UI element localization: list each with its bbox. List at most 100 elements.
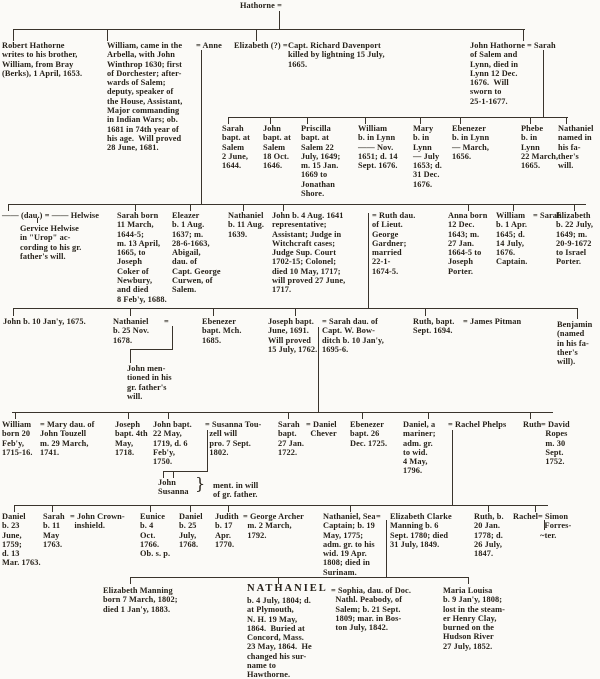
sibling-connector-line xyxy=(228,117,568,118)
sibling-connector-line xyxy=(8,204,586,205)
descent-connector-line xyxy=(213,308,214,316)
daniel-mariner: Daniel, a mariner; adm. gr. to wid. 4 Ma… xyxy=(403,420,436,476)
nathaniel-sea-captain-equals: = xyxy=(376,512,381,521)
sarah-coker: Sarah born 11 March, 1644-5; m. 13 April… xyxy=(117,211,167,304)
descent-connector-line xyxy=(425,308,426,316)
sibling-connector-line xyxy=(130,349,173,350)
john-gr-father-note: John men- tioned in his gr. father's wil… xyxy=(127,364,172,401)
ebenezer-bapt-1685: Ebenezer bapt. Mch. 1685. xyxy=(202,317,242,345)
descent-connector-line xyxy=(256,29,257,41)
elizabeth-porter: Elizabeth b. 22 July, 1649; m. 20-9-1672… xyxy=(556,211,594,267)
robert-hathorne: Robert Hathorne writes to his brother, W… xyxy=(2,41,83,78)
descent-connector-line xyxy=(428,412,429,419)
descent-connector-line xyxy=(468,204,469,211)
john-judge: John b. 4 Aug. 1641 representative; Assi… xyxy=(272,211,346,295)
ruth-gardner: = Ruth dau. of Lieut. George Gardner; ma… xyxy=(372,211,416,276)
capt-richard-davenport: Capt. Richard Davenport killed by lightn… xyxy=(288,41,385,69)
anne: = Anne xyxy=(196,41,222,50)
joseph-bapt-1691: Joseph bapt. June, 1691. Will proved 15 … xyxy=(268,317,318,354)
nathaniel-b-1678: Nathaniel b. 25 Nov. 1678. xyxy=(113,317,150,345)
nathaniel-in-will: Nathaniel named in his fa- ther's will. xyxy=(558,124,594,171)
daniel-b-1768: Daniel b. 25 July, 1768. xyxy=(179,512,203,549)
james-pitman: = James Pitman xyxy=(463,317,522,326)
descent-connector-line xyxy=(172,326,173,350)
descent-connector-line xyxy=(207,430,208,472)
descent-connector-line xyxy=(8,204,9,211)
ebenezer-b-1656: Ebenezer b. in Lynn — March, 1656. xyxy=(452,124,490,161)
john-crowninshield: = John Crown- inshield. xyxy=(70,512,125,531)
sarah-bapt-1644: Sarah bapt. at Salem 2 June, 1644. xyxy=(222,124,250,171)
sarah-wife-of-john: = Sarah xyxy=(527,41,556,50)
descent-connector-line xyxy=(420,117,421,124)
elizabeth-clarke-manning: Elizabeth Clarke Manning b. 6 Sept. 1780… xyxy=(390,512,452,549)
descent-connector-line xyxy=(452,430,453,506)
descent-connector-line xyxy=(468,577,469,584)
descent-connector-line xyxy=(530,412,531,419)
phebe: Phebe b. in Lynn 22 March, 1665. xyxy=(521,124,559,171)
john-bapt-1719: John bapt. 22 May, 1719, d. 6 Feb'y, 175… xyxy=(153,420,192,467)
benjamin: Benjamin (named in his fa- ther's will). xyxy=(557,320,593,367)
ruth-bapt-1694: Ruth, bapt. Sept. 1694. xyxy=(413,317,455,336)
david-ropes: = David Ropes m. 30 Sept. 1752. xyxy=(541,420,570,467)
descent-connector-line xyxy=(173,471,174,478)
judith: Judith b. 17 Apr. 1770. xyxy=(215,512,239,549)
mentioned-in-will-note: ment. in will of gr. father. xyxy=(213,481,259,500)
william-b-1651: William b. in Lynn —— Nov. 1651; d. 14 S… xyxy=(358,124,398,171)
ruth-b-1778: Ruth, b. 20 Jan. 1778; d. 26 July, 1847. xyxy=(474,512,504,559)
bracket-glyph: } xyxy=(195,474,206,493)
descent-connector-line xyxy=(150,505,151,512)
nathaniel-sea-captain: Nathaniel, Sea Captain; b. 19 May, 1775;… xyxy=(323,512,376,577)
john-and-susanna: John Susanna xyxy=(158,478,189,497)
eleazer: Eleazer b. 1 Aug. 1637; m. 28-6-1663, Ab… xyxy=(172,211,221,295)
mary-b-1653: Mary b. in Lynn — July 1653; d. 31 Dec. … xyxy=(413,124,442,189)
sibling-connector-line xyxy=(130,577,469,578)
descent-connector-line xyxy=(530,117,531,124)
descent-connector-line xyxy=(37,218,38,223)
rachel: Rachel xyxy=(513,512,539,521)
william-b-1715: William born 20 Feb'y, 1715-16. xyxy=(2,420,33,457)
descent-connector-line xyxy=(201,50,202,205)
nathaniel-hawthorne-detail: b. 4 July, 1804; d. at Plymouth, N. H. 1… xyxy=(247,596,312,679)
sarah-bowditch: = Sarah dau. of Capt. W. Bow- ditch b. 1… xyxy=(322,317,384,354)
nathaniel-b-1678-spouse-equals: = xyxy=(164,317,169,326)
descent-connector-line xyxy=(365,117,366,124)
descent-connector-line xyxy=(107,29,108,41)
gervice-helwise-note: Gervice Helwise in "Urop" ac- cording to… xyxy=(20,224,82,261)
descent-connector-line xyxy=(13,308,14,316)
priscilla: Priscilla bapt. at Salem 22 July, 1649; … xyxy=(301,124,341,199)
descent-connector-line xyxy=(288,412,289,419)
descent-connector-line xyxy=(228,505,229,512)
sarah-wife-of-william: = Sarah xyxy=(533,211,562,220)
descent-connector-line xyxy=(168,412,169,419)
rachel-phelps: = Rachel Phelps xyxy=(448,420,507,429)
mary-touzell: = Mary dau. of John Touzell m. 29 March,… xyxy=(40,420,95,457)
descent-connector-line xyxy=(283,204,284,211)
descent-connector-line xyxy=(295,308,296,316)
elizabeth-manning: Elizabeth Manning born 7 March, 1802; di… xyxy=(103,586,178,614)
descent-connector-line xyxy=(15,412,16,419)
ruth: Ruth xyxy=(523,420,542,429)
descent-connector-line xyxy=(190,505,191,512)
descent-connector-line xyxy=(243,204,244,211)
george-archer: = George Archer m. 2 March, 1792. xyxy=(243,512,304,540)
descent-connector-line xyxy=(577,308,578,319)
sibling-connector-line xyxy=(163,471,208,472)
nathaniel-hawthorne: NATHANIEL xyxy=(247,583,328,594)
descent-connector-line xyxy=(544,520,545,530)
descent-connector-line xyxy=(128,412,129,419)
maria-louisa: Maria Louisa b. 9 Jan'y, 1808; lost in t… xyxy=(443,586,505,651)
descent-connector-line xyxy=(488,505,489,512)
descent-connector-line xyxy=(350,505,351,512)
anna-porter: Anna born 12 Dec. 1643; m. 27 Jan. 1664-… xyxy=(448,211,488,276)
descent-connector-line xyxy=(543,50,544,118)
john-hathorne: John Hathorne of Salem and Lynn, died in… xyxy=(470,41,526,106)
daughter-helwise: —— (dau.) = —— Helwise xyxy=(2,211,100,220)
descent-connector-line xyxy=(460,117,461,124)
descent-connector-line xyxy=(386,520,387,578)
nathaniel-b-1639: Nathaniel b. 11 Aug. 1639. xyxy=(228,211,265,239)
william-captain: William b. 1 Apr. 1645; d. 14 July, 1676… xyxy=(496,211,528,267)
descent-connector-line xyxy=(279,11,280,29)
simon-forrester: = Simon Forres- ~ter. xyxy=(538,512,572,540)
descent-connector-line xyxy=(130,308,131,316)
